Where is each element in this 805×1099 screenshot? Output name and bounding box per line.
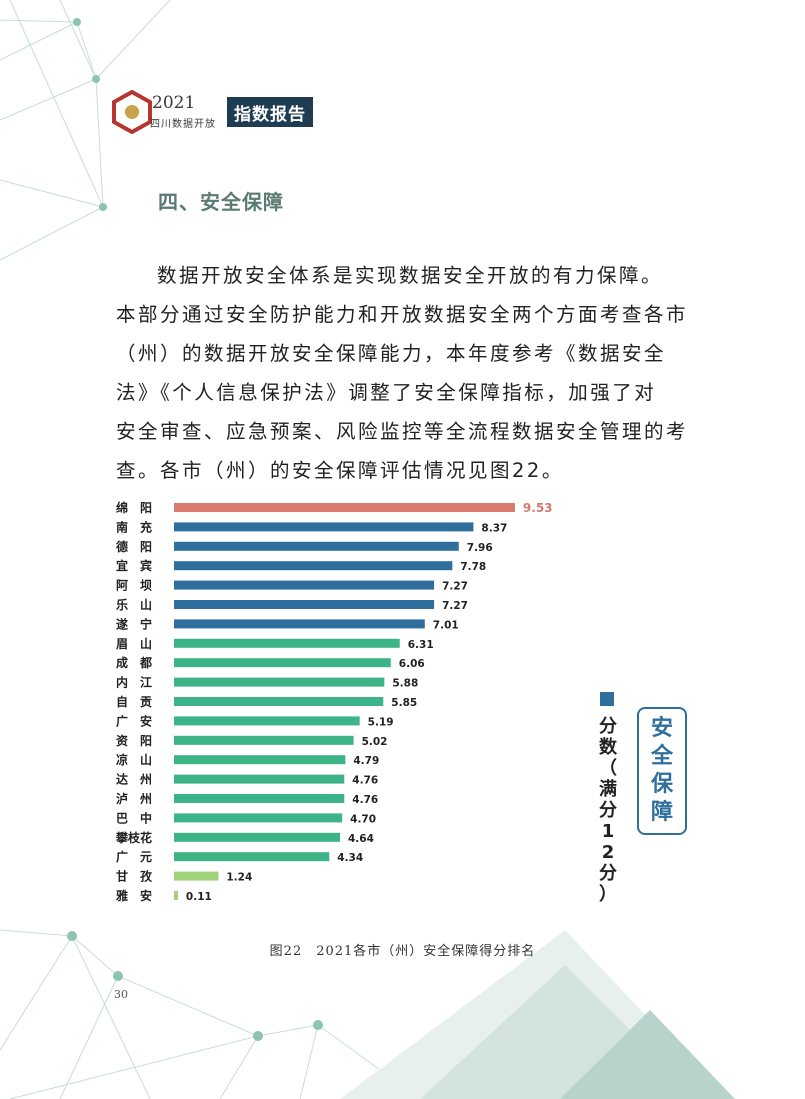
category-label: 达 州 bbox=[116, 772, 152, 787]
category-label: 德 阳 bbox=[116, 539, 152, 554]
figure-caption: 图22 2021各市（州）安全保障得分排名 bbox=[269, 944, 536, 959]
logo-year: 2021 bbox=[152, 93, 196, 113]
value-label: 7.27 bbox=[442, 600, 468, 612]
bar-乐山 bbox=[174, 600, 435, 609]
paragraph-line: 本部分通过安全防护能力和开放数据安全两个方面考查各市 bbox=[116, 303, 689, 326]
category-label: 雅 安 bbox=[115, 888, 152, 903]
security-score-bar-chart: 绵 阳 9.53 南 充 8.37 德 阳 7.96 宜 宾 7.78 阿 坝 7.27 乐 山 7.… bbox=[115, 500, 553, 903]
value-label: 7.01 bbox=[433, 619, 459, 631]
value-label: 4.76 bbox=[352, 775, 378, 787]
value-label: 4.34 bbox=[337, 852, 363, 864]
category-label: 巴 中 bbox=[116, 810, 152, 825]
value-label: 0.11 bbox=[186, 891, 212, 903]
category-label: 资 阳 bbox=[116, 733, 152, 748]
bar-甘孜 bbox=[174, 871, 219, 881]
bar-泸州 bbox=[174, 794, 345, 803]
category-label: 泸 州 bbox=[116, 791, 152, 806]
category-label: 甘 孜 bbox=[116, 869, 153, 884]
body-paragraph: 数据开放安全体系是实现数据安全开放的有力保障。 本部分通过安全防护能力和开放数据… bbox=[116, 256, 696, 490]
bar-雅安 bbox=[174, 891, 178, 900]
bar-内江 bbox=[174, 677, 385, 687]
legend-swatch bbox=[600, 692, 614, 706]
value-label: 5.19 bbox=[368, 716, 394, 728]
bar-自贡 bbox=[174, 697, 384, 706]
bar-广元 bbox=[174, 852, 330, 862]
legend-label: 分数（满分 1 2 分） bbox=[599, 716, 617, 905]
value-label: 6.31 bbox=[408, 639, 434, 651]
value-label: 7.27 bbox=[442, 581, 468, 593]
value-label: 5.88 bbox=[392, 678, 418, 690]
bar-成都 bbox=[174, 658, 391, 668]
category-label: 广 安 bbox=[116, 713, 152, 728]
category-label: 遂 宁 bbox=[116, 616, 152, 631]
bar-巴中 bbox=[174, 813, 343, 823]
bar-攀枝花 bbox=[174, 832, 340, 842]
bar-资阳 bbox=[174, 735, 354, 745]
bar-广安 bbox=[174, 716, 360, 726]
category-label: 眉 山 bbox=[116, 636, 152, 651]
section-title: 四、安全保障 bbox=[158, 190, 284, 214]
logo-subtitle: 四川数据开放 bbox=[150, 119, 216, 130]
bar-德阳 bbox=[174, 541, 459, 551]
category-label: 凉 山 bbox=[116, 752, 152, 767]
value-label: 7.96 bbox=[467, 542, 493, 554]
bar-绵阳 bbox=[174, 503, 515, 512]
value-label: 7.78 bbox=[460, 561, 486, 573]
report-tag: 指数报告 bbox=[227, 97, 313, 127]
paragraph-line: 安全审查、应急预案、风险监控等全流程数据安全管理的考 bbox=[116, 420, 689, 443]
page-number: 30 bbox=[114, 988, 128, 1001]
value-label: 1.24 bbox=[226, 872, 252, 884]
value-label: 4.79 bbox=[353, 755, 379, 767]
bar-眉山 bbox=[174, 638, 400, 648]
category-label: 宜 宾 bbox=[116, 558, 152, 573]
section-badge: 安全保障 bbox=[637, 707, 687, 835]
category-label: 广 元 bbox=[116, 849, 152, 864]
paragraph-line: （州）的数据开放安全保障能力，本年度参考《数据安全 bbox=[116, 342, 667, 365]
value-label: 8.37 bbox=[481, 522, 507, 534]
category-label: 内 江 bbox=[116, 675, 152, 690]
bar-凉山 bbox=[174, 755, 346, 765]
logo-emblem-icon bbox=[112, 90, 152, 134]
paragraph-line: 数据开放安全体系是实现数据安全开放的有力保障。 bbox=[157, 264, 664, 287]
bar-遂宁 bbox=[174, 619, 425, 629]
value-label: 9.53 bbox=[523, 501, 553, 515]
paragraph-line: 法》《个人信息保护法》调整了安全保障指标，加强了对 bbox=[116, 381, 657, 404]
bar-达州 bbox=[174, 774, 345, 784]
category-label: 成 都 bbox=[116, 655, 152, 670]
value-label: 6.06 bbox=[399, 658, 425, 670]
category-label: 绵 阳 bbox=[116, 500, 152, 515]
bar-南充 bbox=[174, 522, 474, 532]
bar-阿坝 bbox=[174, 580, 435, 590]
category-label: 南 充 bbox=[116, 519, 152, 534]
value-label: 4.70 bbox=[350, 813, 376, 825]
category-label: 阿 坝 bbox=[116, 579, 152, 593]
value-label: 5.85 bbox=[391, 697, 417, 709]
value-label: 4.76 bbox=[352, 794, 378, 806]
paragraph-line: 查。各市（州）的安全保障评估情况见图22。 bbox=[116, 459, 564, 482]
value-label: 5.02 bbox=[362, 736, 388, 748]
category-label: 自 贡 bbox=[116, 694, 152, 709]
category-label: 乐 山 bbox=[116, 597, 152, 612]
value-label: 4.64 bbox=[348, 833, 374, 845]
bar-宜宾 bbox=[174, 561, 453, 571]
category-label: 攀枝花 bbox=[116, 830, 152, 845]
